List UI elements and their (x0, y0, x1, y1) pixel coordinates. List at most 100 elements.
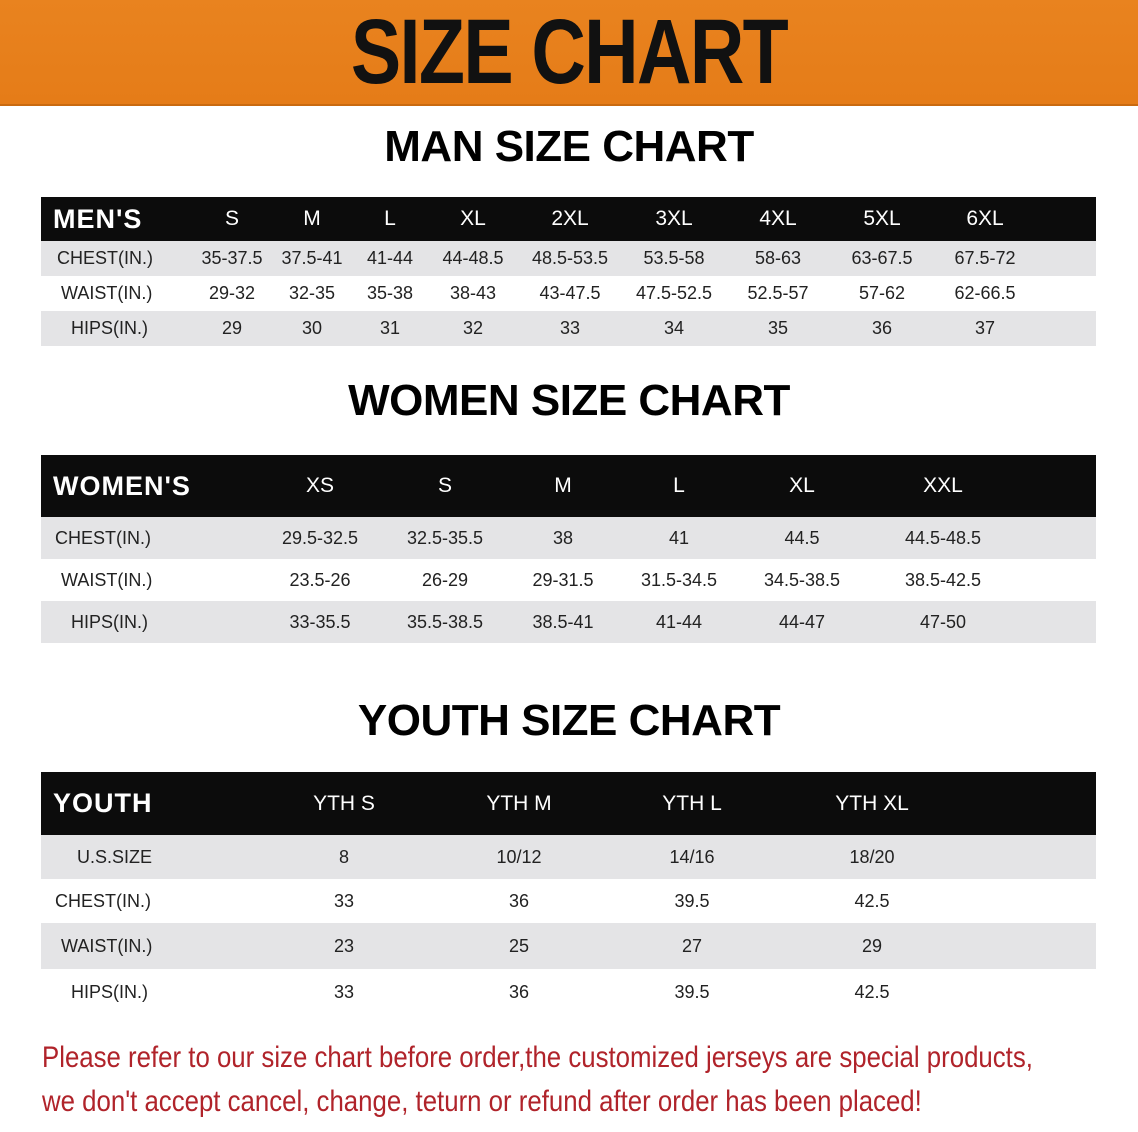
measurement-cell: 53.5-58 (643, 248, 705, 268)
table-title-cell: MEN'S (53, 203, 143, 234)
measurement-cell: 36 (871, 318, 893, 338)
measurement-cell: 23 (333, 935, 355, 956)
table-row: CHEST(IN.) 35-37.5 37.5-41 41-44 44-48.5 48.5… (41, 241, 1096, 276)
table-row: HIPS(IN.) 33-35.5 35.5-38.5 38.5-41 41-44 44-… (41, 601, 1096, 643)
measurement-cell: 33-35.5 (289, 611, 351, 632)
measurement-cell: 23.5-26 (289, 569, 351, 590)
measurement-cell: 62-66.5 (954, 283, 1016, 303)
measurement-cell: 57-62 (858, 283, 906, 303)
measurement-cell: 35-38 (366, 283, 414, 303)
measurement-cell: 38.5-41 (532, 611, 594, 632)
size-header-cell: L (673, 474, 685, 497)
measurement-cell: 47.5-52.5 (635, 283, 713, 303)
measurement-cell: 63-67.5 (851, 248, 913, 268)
size-header-cell: YTH M (486, 791, 552, 815)
men-section-title: MAN SIZE CHART (384, 122, 754, 171)
measurement-cell: 35-37.5 (201, 248, 263, 268)
measurement-cell: 36 (508, 981, 530, 1002)
size-header-cell: 2XL (551, 207, 589, 230)
measurement-cell: 48.5-53.5 (531, 248, 609, 268)
measurement-cell: 29-31.5 (532, 569, 594, 590)
row-label: WAIST(IN.) (61, 935, 153, 956)
measurement-cell: 8 (338, 846, 350, 867)
measurement-cell: 39.5 (674, 981, 710, 1002)
size-header-cell: 6XL (966, 207, 1004, 230)
table-row: HIPS(IN.) 33 36 39.5 42.5 (41, 969, 1096, 1015)
measurement-cell: 36 (508, 890, 530, 911)
youth-size-table: YOUTH YTH S YTH M YTH L YTH XL U.S.SIZE 8 10/12… (41, 772, 1096, 1015)
measurement-cell: 38 (552, 527, 574, 548)
measurement-cell: 67.5-72 (954, 248, 1016, 268)
row-label: U.S.SIZE (77, 846, 153, 867)
men-size-table: MEN'S S M L XL 2XL 3XL 4XL 5XL 6XL CHEST(IN.) 35-37… (41, 197, 1096, 346)
row-label: CHEST(IN.) (57, 248, 153, 268)
row-label: CHEST(IN.) (55, 527, 151, 548)
measurement-cell: 44.5-48.5 (904, 527, 982, 548)
row-label: HIPS(IN.) (71, 611, 149, 632)
measurement-cell: 27 (681, 935, 703, 956)
table-header-row: WOMEN'S XS S M L XL XXL (41, 455, 1096, 517)
measurement-cell: 29 (221, 318, 243, 338)
measurement-cell: 33 (333, 890, 355, 911)
measurement-cell: 35 (767, 318, 789, 338)
size-header-cell: S (437, 474, 453, 497)
women-size-table: WOMEN'S XS S M L XL XXL CHEST(IN.) 29.5-32.5 32.5… (41, 455, 1096, 643)
order-note-line-1: Please refer to our size chart before or… (42, 1041, 1033, 1074)
measurement-cell: 38-43 (449, 283, 497, 303)
measurement-cell: 30 (301, 318, 323, 338)
table-header-row: MEN'S S M L XL 2XL 3XL 4XL 5XL 6XL (41, 197, 1096, 241)
table-header-row: YOUTH YTH S YTH M YTH L YTH XL (41, 772, 1096, 835)
table-row: WAIST(IN.) 23 25 27 29 (41, 923, 1096, 969)
measurement-cell: 34 (663, 318, 685, 338)
row-label: HIPS(IN.) (71, 981, 149, 1002)
measurement-cell: 58-63 (754, 248, 802, 268)
measurement-cell: 41 (668, 527, 690, 548)
measurement-cell: 34.5-38.5 (763, 569, 841, 590)
row-label: WAIST(IN.) (61, 569, 153, 590)
size-header-cell: 4XL (759, 207, 797, 230)
row-label: HIPS(IN.) (71, 318, 149, 338)
measurement-cell: 42.5 (854, 890, 890, 911)
size-chart-banner: SIZE CHART (0, 0, 1138, 106)
table-row: WAIST(IN.) 29-32 32-35 35-38 38-43 43-47.5 47.… (41, 276, 1096, 311)
measurement-cell: 29-32 (208, 283, 256, 303)
measurement-cell: 29 (861, 935, 883, 956)
measurement-cell: 29.5-32.5 (281, 527, 359, 548)
measurement-cell: 41-44 (366, 248, 414, 268)
table-title-cell: YOUTH (53, 788, 153, 818)
measurement-cell: 47-50 (919, 611, 967, 632)
size-header-cell: YTH S (313, 791, 375, 815)
row-label: CHEST(IN.) (55, 890, 151, 911)
size-header-cell: XL (789, 474, 815, 497)
women-section-title: WOMEN SIZE CHART (348, 376, 790, 425)
measurement-cell: 26-29 (421, 569, 469, 590)
measurement-cell: 25 (508, 935, 530, 956)
size-header-cell: YTH XL (835, 791, 909, 815)
size-header-cell: XL (460, 207, 486, 230)
table-row: HIPS(IN.) 29 30 31 32 33 34 35 36 37 (41, 311, 1096, 346)
measurement-cell: 31 (379, 318, 401, 338)
size-header-cell: M (303, 207, 321, 230)
measurement-cell: 33 (333, 981, 355, 1002)
measurement-cell: 37 (974, 318, 996, 338)
measurement-cell: 35.5-38.5 (406, 611, 484, 632)
measurement-cell: 42.5 (854, 981, 890, 1002)
size-header-cell: L (384, 207, 396, 230)
size-header-cell: XXL (923, 474, 963, 497)
measurement-cell: 37.5-41 (281, 248, 343, 268)
measurement-cell: 33 (559, 318, 581, 338)
measurement-cell: 14/16 (669, 846, 715, 867)
measurement-cell: 32 (462, 318, 484, 338)
size-header-cell: 5XL (863, 207, 901, 230)
measurement-cell: 32.5-35.5 (406, 527, 484, 548)
table-row: WAIST(IN.) 23.5-26 26-29 29-31.5 31.5-34.5 34… (41, 559, 1096, 601)
measurement-cell: 18/20 (849, 846, 895, 867)
size-header-cell: 3XL (655, 207, 693, 230)
measurement-cell: 39.5 (674, 890, 710, 911)
measurement-cell: 32-35 (288, 283, 336, 303)
size-header-cell: S (224, 207, 240, 230)
row-label: WAIST(IN.) (61, 283, 153, 303)
measurement-cell: 31.5-34.5 (640, 569, 718, 590)
table-title-cell: WOMEN'S (53, 470, 191, 501)
table-row: CHEST(IN.) 33 36 39.5 42.5 (41, 879, 1096, 923)
